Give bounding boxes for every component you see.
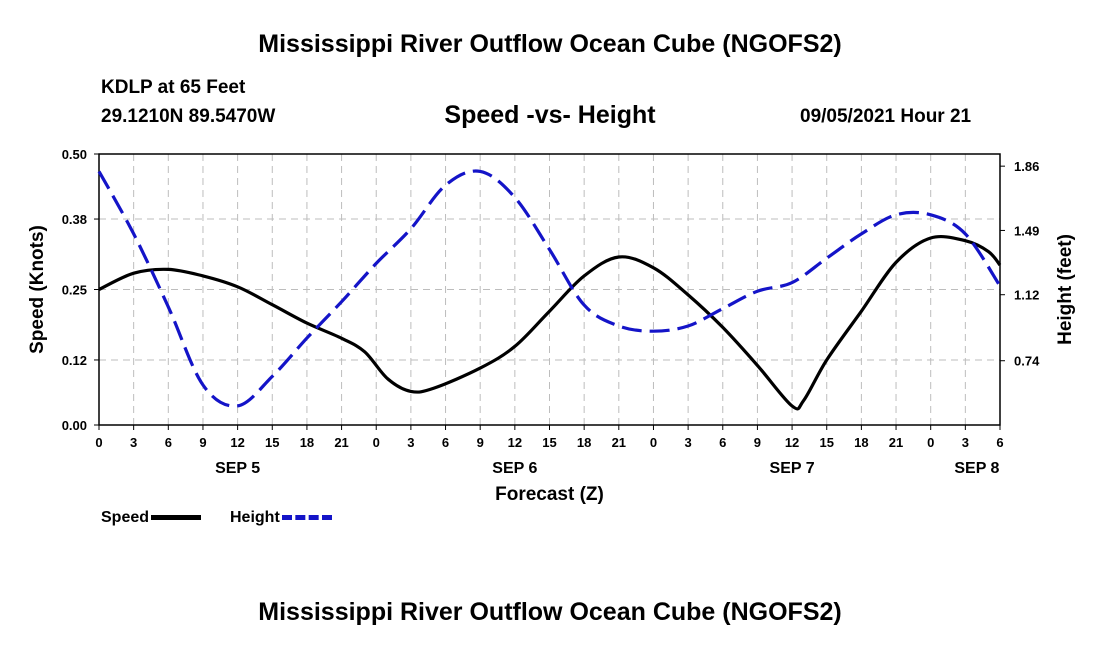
legend-height-label: Height — [230, 509, 280, 526]
x-tick-label: 9 — [199, 435, 206, 450]
x-tick-label: 15 — [542, 435, 556, 450]
y-left-tick-label: 0.38 — [62, 212, 87, 227]
y-left-tick-label: 0.25 — [62, 283, 87, 298]
footer-title: Mississippi River Outflow Ocean Cube (NG… — [258, 598, 842, 626]
x-tick-label: 0 — [927, 435, 934, 450]
x-tick-label: 3 — [130, 435, 137, 450]
chart-title: Mississippi River Outflow Ocean Cube (NG… — [258, 30, 842, 58]
x-tick-label: 0 — [650, 435, 657, 450]
series-line-speed — [98, 234, 1002, 411]
legend-speed-label: Speed — [101, 509, 150, 526]
y-left-tick-label: 0.00 — [62, 418, 87, 433]
x-tick-label: 0 — [95, 435, 102, 450]
x-tick-label: 12 — [508, 435, 522, 450]
day-label: SEP 6 — [492, 460, 537, 477]
x-tick-label: 3 — [407, 435, 414, 450]
forecast-datetime: 09/05/2021 Hour 21 — [800, 106, 972, 127]
day-label: SEP 5 — [215, 460, 260, 477]
chart-subtitle: Speed -vs- Height — [444, 101, 656, 129]
x-tick-label: 18 — [854, 435, 868, 450]
y-right-tick-label: 0.74 — [1014, 354, 1040, 369]
x-tick-label: 6 — [719, 435, 726, 450]
x-tick-label: 15 — [265, 435, 279, 450]
y-right-tick-label: 1.49 — [1014, 223, 1039, 238]
x-axis-label: Forecast (Z) — [495, 484, 604, 505]
x-tick-label: 21 — [334, 435, 348, 450]
y-left-axis-label: Speed (Knots) — [27, 225, 48, 354]
legend-speed: Speed — [101, 509, 202, 527]
x-tick-label: 6 — [165, 435, 172, 450]
y-right-axis-label: Height (feet) — [1055, 234, 1076, 345]
x-tick-label: 15 — [819, 435, 833, 450]
y-right-tick-label: 1.12 — [1014, 288, 1039, 303]
day-label: SEP 7 — [770, 460, 815, 477]
day-label: SEP 8 — [954, 460, 999, 477]
y-right-tick-label: 1.86 — [1014, 159, 1039, 174]
series-line-height — [97, 169, 1002, 408]
x-tick-label: 3 — [962, 435, 969, 450]
x-tick-label: 6 — [996, 435, 1003, 450]
legend-height-swatch — [281, 515, 332, 521]
x-tick-label: 21 — [612, 435, 626, 450]
y-left-tick-label: 0.50 — [62, 147, 87, 162]
legend-speed-swatch — [151, 515, 202, 521]
x-tick-label: 6 — [442, 435, 449, 450]
y-left-tick-label: 0.12 — [62, 353, 87, 368]
x-tick-label: 18 — [577, 435, 591, 450]
x-tick-label: 21 — [889, 435, 903, 450]
x-tick-label: 18 — [300, 435, 314, 450]
x-tick-label: 9 — [477, 435, 484, 450]
x-tick-label: 0 — [373, 435, 380, 450]
x-tick-label: 12 — [785, 435, 799, 450]
x-tick-label: 3 — [684, 435, 691, 450]
legend-height: Height — [230, 509, 332, 527]
station-coordinates: 29.1210N 89.5470W — [101, 106, 276, 127]
x-tick-label: 12 — [230, 435, 244, 450]
station-label: KDLP at 65 Feet — [101, 77, 246, 98]
x-tick-label: 9 — [754, 435, 761, 450]
